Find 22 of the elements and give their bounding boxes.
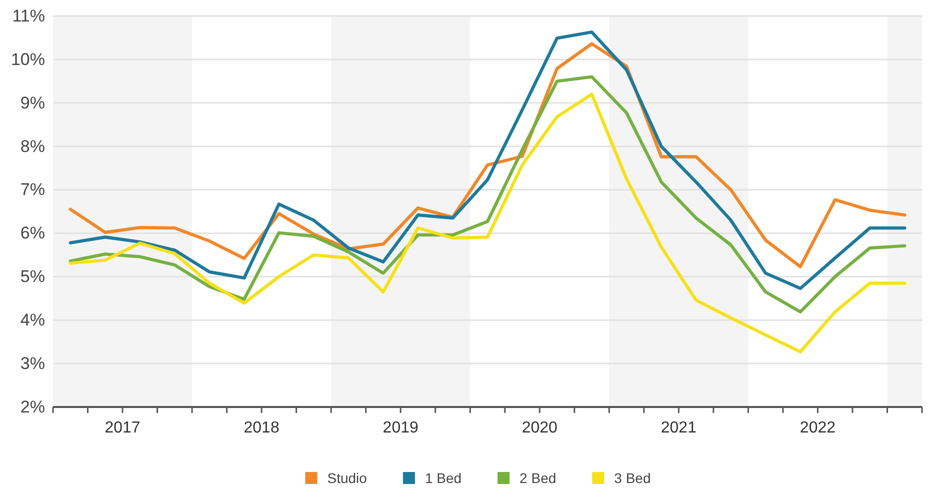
y-tick-label: 6% [20,224,45,243]
y-tick-label: 11% [12,6,45,26]
y-tick-label: 10% [10,50,45,69]
y-tick-label: 9% [20,93,45,112]
x-tick-label: 2017 [104,419,140,436]
y-tick-label: 4% [20,310,45,330]
legend-label: 3 Bed [614,470,651,486]
line-series [68,92,906,354]
legend-label: Studio [327,470,368,486]
x-tick-label: 2019 [382,419,418,436]
y-tick-label: 3% [20,354,45,373]
y-tick-label: 5% [20,267,45,286]
y-tick-label: 2% [20,397,45,416]
x-tick-label: 2021 [660,419,697,436]
y-tick-label: 7% [20,180,45,200]
x-tick-label: 2022 [800,419,836,436]
legend-label: 2 Bed [520,470,556,486]
x-tick-label: 2020 [522,419,558,436]
y-tick-label: 8% [20,136,45,156]
x-tick-label: 2018 [244,419,280,436]
line-series [68,75,906,314]
legend-label: 1 Bed [424,470,462,486]
